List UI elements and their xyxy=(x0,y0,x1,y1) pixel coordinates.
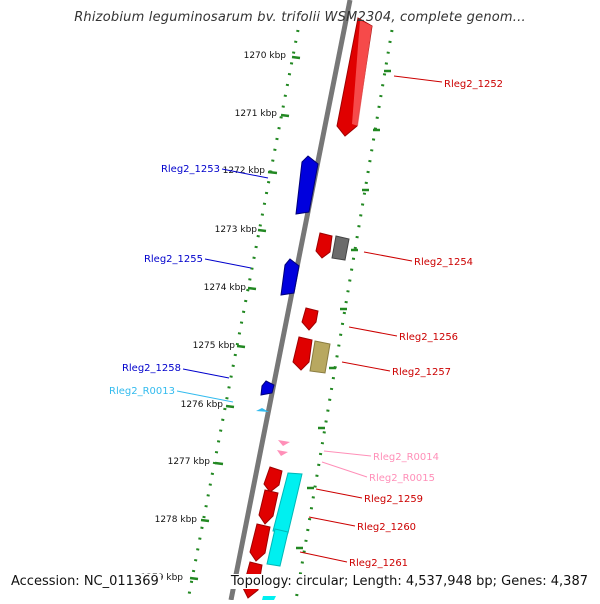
trna-rleg2-r0013[interactable] xyxy=(256,408,269,412)
label-rleg2-r0013[interactable]: Rleg2_R0013 xyxy=(109,386,175,397)
tick-label-1270: 1270 kbp xyxy=(244,51,287,61)
label-rleg2-1252[interactable]: Rleg2_1252 xyxy=(444,79,503,90)
gene-rleg2-1254[interactable] xyxy=(315,232,333,259)
genome-title: Rhizobium leguminosarum bv. trifolii WSM… xyxy=(74,10,526,25)
leader-rleg2-1256 xyxy=(348,326,398,337)
leader-rleg2-1261 xyxy=(299,551,348,563)
cyan-feature-bottom[interactable] xyxy=(262,596,276,600)
gene-rleg2-1252-shade xyxy=(352,20,372,126)
accession-label: Accession: NC_011369 xyxy=(9,574,161,589)
label-rleg2-1259[interactable]: Rleg2_1259 xyxy=(364,494,423,505)
gene-rleg2-1255[interactable] xyxy=(280,258,300,296)
label-rleg2-1256[interactable]: Rleg2_1256 xyxy=(399,332,458,343)
leader-rleg2-1255 xyxy=(204,258,252,269)
leader-rleg2-r0014 xyxy=(323,450,372,457)
tick-label-1279: 1279 kbp xyxy=(141,573,184,583)
genome-backbone xyxy=(228,0,353,601)
label-rleg2-1260[interactable]: Rleg2_1260 xyxy=(357,522,416,533)
outer-ticks xyxy=(296,69,391,550)
leader-rleg2-r0015 xyxy=(321,461,368,478)
gene-rleg2-1256[interactable] xyxy=(301,307,319,331)
tick-label-1271: 1271 kbp xyxy=(235,109,278,119)
tick-label-1275: 1275 kbp xyxy=(193,341,236,351)
label-rleg2-1254[interactable]: Rleg2_1254 xyxy=(414,257,473,268)
rna-rleg2-r0014[interactable] xyxy=(278,440,290,446)
label-rleg2-1258[interactable]: Rleg2_1258 xyxy=(122,363,181,374)
gene-rleg2-1254-pseudo[interactable] xyxy=(331,235,350,261)
label-rleg2-1261[interactable]: Rleg2_1261 xyxy=(349,558,408,569)
tick-label-1278: 1278 kbp xyxy=(155,515,198,525)
tick-label-1276: 1276 kbp xyxy=(181,400,224,410)
leader-rleg2-1254 xyxy=(363,251,413,262)
cyan-feature-lower[interactable] xyxy=(266,528,289,567)
label-rleg2-1255[interactable]: Rleg2_1255 xyxy=(144,254,203,265)
gene-rleg2-1261[interactable] xyxy=(249,523,271,562)
leader-rleg2-1258 xyxy=(182,368,230,379)
label-rleg2-1253[interactable]: Rleg2_1253 xyxy=(161,164,220,175)
tick-label-1272: 1272 kbp xyxy=(223,166,266,176)
label-rleg2-r0014[interactable]: Rleg2_R0014 xyxy=(373,452,439,463)
leader-rleg2-1260 xyxy=(308,516,356,527)
tick-label-1273: 1273 kbp xyxy=(215,225,258,235)
gene-rleg2-1253[interactable] xyxy=(295,155,319,215)
label-rleg2-r0015[interactable]: Rleg2_R0015 xyxy=(369,473,435,484)
gene-rleg2-1258[interactable] xyxy=(260,380,275,396)
leader-rleg2-1253 xyxy=(221,168,269,179)
gene-rleg2-1257[interactable] xyxy=(292,336,313,371)
rna-rleg2-r0015[interactable] xyxy=(277,450,288,456)
genome-summary: Topology: circular; Length: 4,537,948 bp… xyxy=(228,574,590,589)
leader-rleg2-r0013 xyxy=(176,390,234,403)
major-ticks xyxy=(189,55,301,581)
label-rleg2-1257[interactable]: Rleg2_1257 xyxy=(392,367,451,378)
leader-rleg2-1252 xyxy=(393,75,443,83)
leader-rleg2-1259 xyxy=(315,488,363,499)
gene-rleg2-1259[interactable] xyxy=(263,466,283,493)
leader-rleg2-1257 xyxy=(341,361,391,372)
tick-label-1277: 1277 kbp xyxy=(168,457,211,467)
tick-label-1274: 1274 kbp xyxy=(204,283,247,293)
gene-rleg2-1260[interactable] xyxy=(258,489,279,525)
gene-rleg2-1257-misc[interactable] xyxy=(309,340,331,374)
